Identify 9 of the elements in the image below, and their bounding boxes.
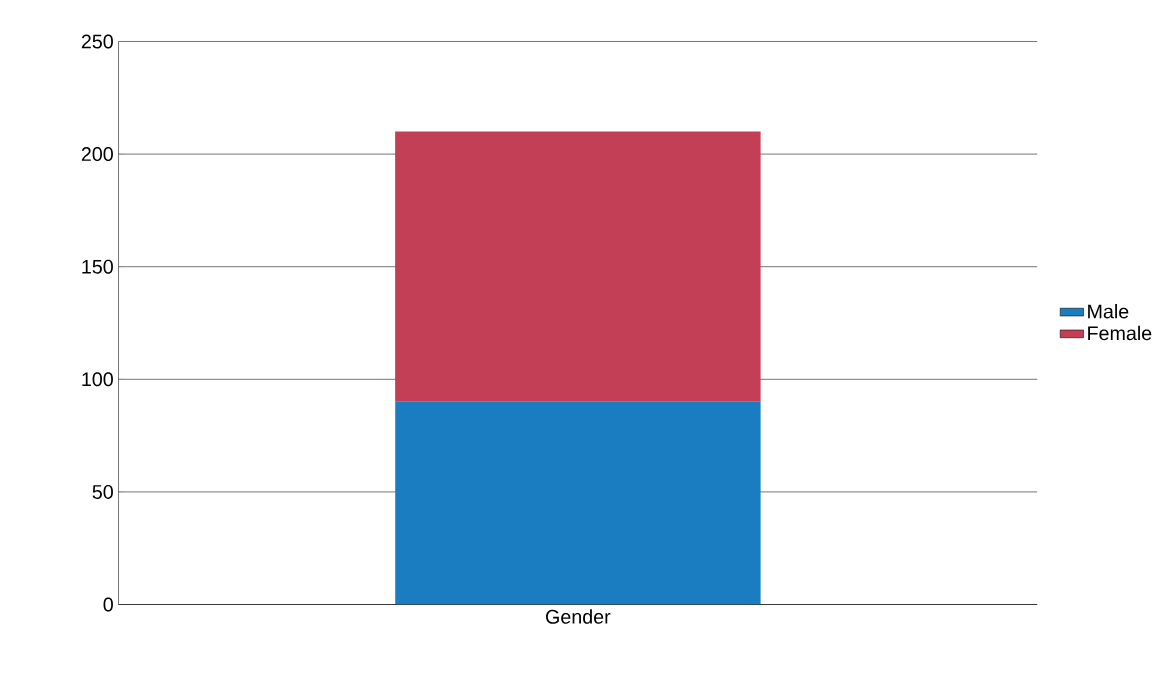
y-tick-label: 250 [81, 34, 113, 49]
y-tick-label: 50 [92, 485, 113, 500]
legend-label: Male [1088, 304, 1129, 319]
y-tick-label: 0 [103, 597, 113, 612]
y-tick-label: 150 [82, 259, 113, 274]
y-tick-label: 100 [82, 372, 113, 387]
legend-label: Female [1088, 325, 1152, 341]
x-tick-label: Gender [546, 609, 611, 625]
y-tick-label: 200 [81, 147, 113, 162]
